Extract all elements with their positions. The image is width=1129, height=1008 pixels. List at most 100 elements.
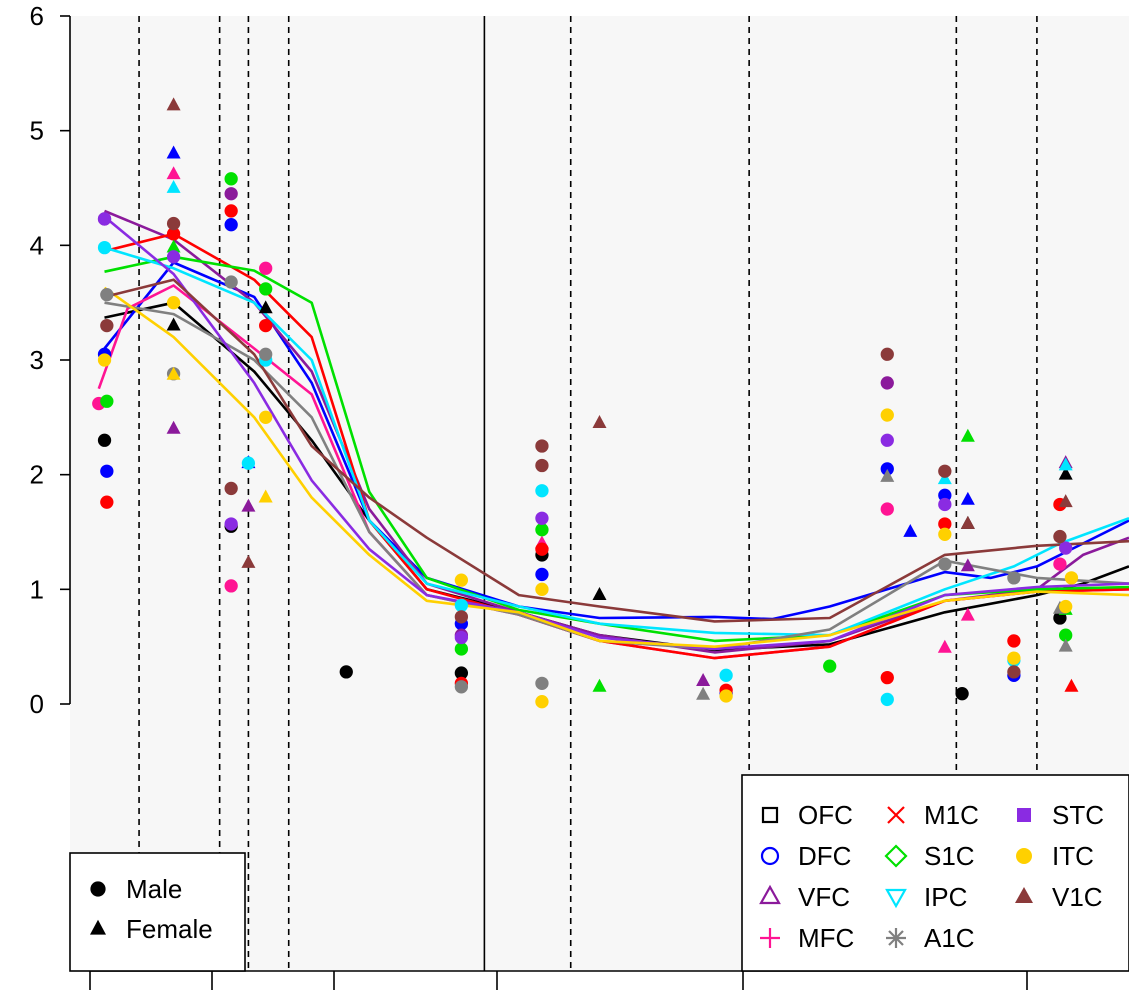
sex-legend-box bbox=[69, 852, 246, 972]
m1c-point bbox=[259, 318, 273, 333]
s1c-point bbox=[535, 523, 549, 537]
vfc-point bbox=[696, 673, 711, 686]
s1c-point bbox=[960, 428, 975, 442]
a1c-point bbox=[1058, 638, 1073, 652]
m1c-point bbox=[535, 542, 549, 556]
s1c-point bbox=[592, 678, 607, 692]
s1c-point bbox=[259, 282, 273, 296]
vfc-point bbox=[880, 376, 894, 390]
vfc-point bbox=[224, 187, 238, 201]
ipc-legend-label: IPC bbox=[924, 882, 967, 912]
s1c-legend-label: S1C bbox=[924, 841, 975, 871]
stc-point bbox=[1059, 541, 1073, 555]
male-legend-label: Male bbox=[126, 874, 182, 904]
m1c-legend-symbol bbox=[887, 806, 905, 824]
mfc-legend-symbol bbox=[760, 928, 780, 948]
m1c-point bbox=[1064, 678, 1079, 692]
female-legend-label: Female bbox=[126, 914, 213, 944]
m1c-point bbox=[880, 670, 894, 685]
m1c-point bbox=[100, 495, 114, 509]
stc-point bbox=[224, 517, 238, 531]
stc-point bbox=[454, 630, 469, 645]
ofc-point bbox=[1058, 466, 1073, 480]
stc-point bbox=[880, 433, 894, 447]
stc-point bbox=[97, 212, 112, 226]
a1c-legend-symbol bbox=[886, 928, 906, 948]
legend-regions: OFC DFC VFC MFC M1C S1C IPC A1C STC ITC V1C bbox=[741, 774, 1129, 972]
a1c-point bbox=[938, 557, 952, 571]
vfc-legend-label: VFC bbox=[798, 882, 850, 912]
mfc-legend-label: MFC bbox=[798, 923, 854, 953]
v1c-point bbox=[454, 610, 469, 624]
y-tick-label: 1 bbox=[30, 574, 44, 604]
stc-point bbox=[166, 250, 181, 264]
y-tick-label: 4 bbox=[30, 230, 44, 260]
itc-point bbox=[938, 527, 952, 541]
y-tick-label: 3 bbox=[30, 345, 44, 375]
dfc-point bbox=[960, 491, 975, 505]
itc-point bbox=[535, 695, 549, 709]
itc-point bbox=[535, 582, 549, 596]
s1c-legend-symbol bbox=[884, 844, 908, 868]
ofc-point bbox=[339, 665, 353, 679]
dfc-point bbox=[100, 464, 114, 478]
ofc-point bbox=[454, 666, 469, 680]
a1c-point bbox=[535, 676, 549, 691]
ipc-point bbox=[454, 598, 469, 613]
m1c-point bbox=[224, 204, 238, 218]
v1c-point bbox=[1007, 665, 1021, 679]
ipc-point bbox=[719, 668, 733, 682]
ipc-point bbox=[241, 456, 256, 470]
mfc-point bbox=[1053, 557, 1067, 571]
itc-point bbox=[1007, 651, 1021, 665]
v1c-point bbox=[938, 464, 952, 478]
a1c-point bbox=[696, 686, 711, 700]
stc-point bbox=[535, 511, 549, 525]
itc-point bbox=[259, 410, 273, 424]
y-tick-label: 6 bbox=[30, 1, 44, 31]
itc-point bbox=[258, 489, 273, 503]
vfc-point bbox=[241, 498, 256, 512]
v1c-point bbox=[960, 515, 975, 529]
stc-point bbox=[938, 497, 952, 512]
itc-point bbox=[166, 296, 181, 310]
mfc-point bbox=[960, 607, 975, 621]
dfc-line bbox=[103, 261, 1129, 621]
a1c-point bbox=[100, 287, 114, 302]
a1c-point bbox=[1007, 571, 1021, 585]
stc-legend-label: STC bbox=[1052, 800, 1104, 830]
ofc-point bbox=[592, 587, 607, 600]
mfc-point bbox=[224, 579, 238, 593]
region-legend-box bbox=[741, 774, 1129, 972]
itc-point bbox=[454, 573, 469, 587]
ofc-legend-label: OFC bbox=[798, 800, 853, 830]
ipc-point bbox=[166, 179, 181, 193]
ofc-legend-symbol bbox=[761, 806, 779, 824]
mfc-point bbox=[259, 261, 273, 275]
legend-sex: Male Female bbox=[69, 852, 246, 972]
itc-legend-label: ITC bbox=[1052, 841, 1094, 871]
ofc-point bbox=[97, 433, 112, 447]
male-legend-symbol bbox=[90, 881, 106, 897]
ipc-point bbox=[880, 692, 894, 707]
v1c-legend-label: V1C bbox=[1052, 882, 1103, 912]
dfc-point bbox=[535, 567, 549, 582]
ipc-point bbox=[97, 240, 112, 255]
itc-line bbox=[103, 286, 1129, 649]
ofc-point bbox=[166, 317, 181, 331]
mfc-point bbox=[880, 502, 894, 516]
vfc-legend-symbol bbox=[759, 884, 781, 905]
v1c-point bbox=[166, 216, 181, 231]
y-axis: 0 1 2 3 4 5 6 bbox=[30, 1, 71, 719]
itc-point bbox=[1064, 571, 1079, 585]
stc-legend-symbol bbox=[1017, 808, 1031, 822]
s1c-point bbox=[166, 239, 181, 253]
ipc-legend-symbol bbox=[885, 888, 907, 909]
s1c-point bbox=[100, 394, 114, 408]
s1c-point bbox=[454, 642, 469, 656]
itc-point bbox=[166, 366, 181, 380]
dfc-point bbox=[938, 488, 952, 502]
dfc-point bbox=[224, 218, 238, 232]
s1c-point bbox=[224, 172, 238, 186]
